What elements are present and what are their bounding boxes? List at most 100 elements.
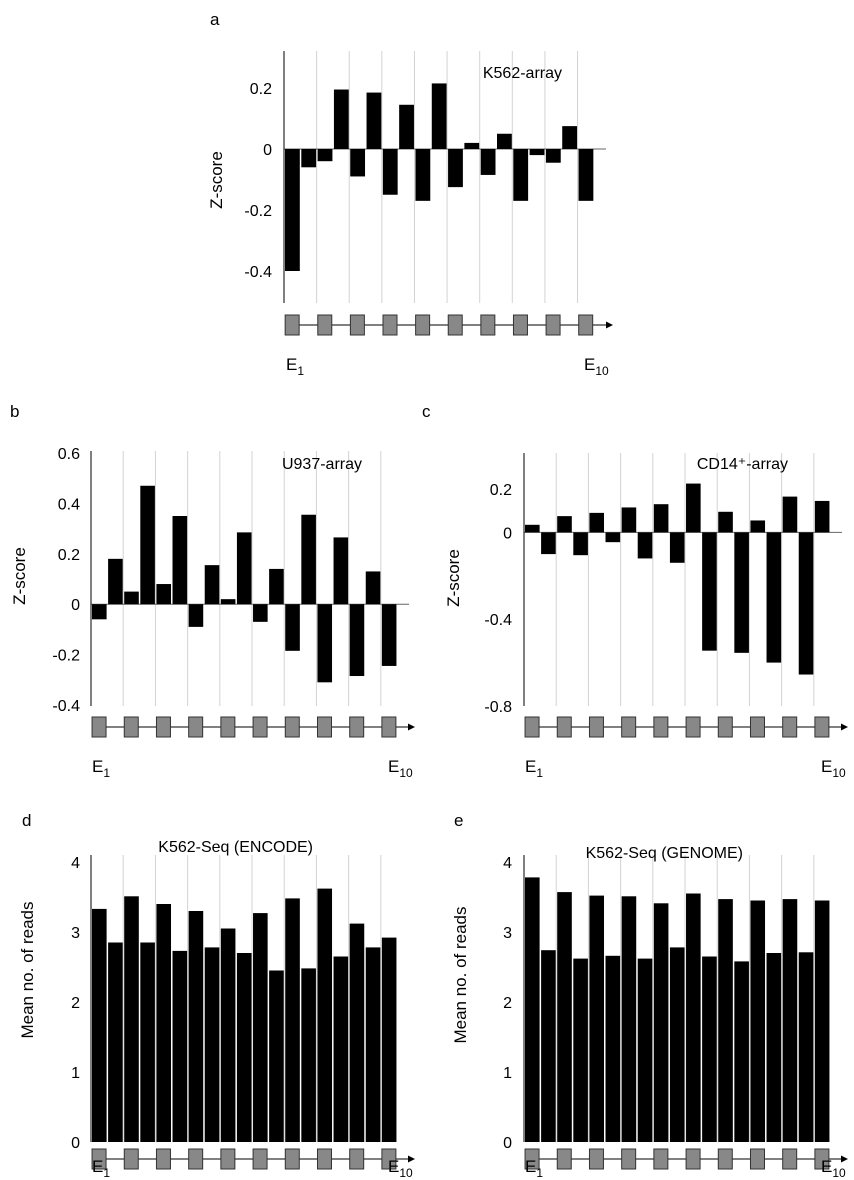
exon-box: [556, 716, 572, 738]
exon-box: [556, 1148, 572, 1170]
exon-start-label: E1: [525, 1157, 543, 1180]
exon-box: [717, 1148, 733, 1170]
exon-end-letter: E: [584, 355, 595, 374]
exon-start-label: E1: [286, 355, 304, 378]
exon-box: [447, 314, 463, 336]
bar: [814, 500, 830, 533]
bar: [480, 149, 496, 175]
exon-start-letter: E: [92, 1157, 103, 1176]
exon-box: [155, 1148, 171, 1170]
exon-end-label: E10: [584, 355, 609, 378]
chart-title: CD14⁺-array: [697, 456, 788, 473]
arrowhead-icon: [841, 723, 848, 731]
exon-end-letter: E: [821, 757, 832, 776]
bar: [350, 149, 366, 177]
bar: [108, 558, 123, 605]
bar: [750, 520, 766, 533]
exon-box: [653, 716, 669, 738]
y-tick-label: 3: [71, 925, 80, 942]
bar: [637, 532, 653, 559]
chart-title: K562-Seq (ENCODE): [158, 839, 313, 856]
panel-letter: c: [422, 402, 431, 421]
bar: [578, 149, 594, 201]
exon-start-letter: E: [92, 757, 103, 776]
exon-start-subscript: 1: [536, 1166, 543, 1180]
bar: [172, 516, 188, 605]
exon-box: [653, 1148, 669, 1170]
bar: [557, 516, 572, 533]
bar: [333, 956, 349, 1142]
y-tick-label: 0: [263, 142, 272, 159]
exon-track: E1 E10: [91, 716, 415, 780]
exon-box: [123, 1148, 139, 1170]
arrowhead-icon: [408, 1155, 415, 1163]
bar: [464, 142, 480, 149]
bar: [172, 950, 188, 1142]
exon-end-label: E10: [821, 757, 846, 780]
y-tick-label: 0: [71, 1135, 80, 1152]
bar: [814, 900, 830, 1142]
bar: [301, 149, 317, 168]
bar: [513, 149, 529, 201]
bar: [702, 532, 717, 651]
y-axis-label: Mean no. of reads: [18, 901, 37, 1038]
bar: [204, 565, 220, 605]
bar: [653, 903, 669, 1142]
exon-box: [317, 314, 333, 336]
y-tick-label: 3: [503, 925, 512, 942]
exon-box: [252, 716, 268, 738]
y-tick-label: 0: [71, 597, 80, 614]
exon-box: [91, 1148, 107, 1170]
exon-box: [621, 716, 637, 738]
exon-start-subscript: 1: [536, 766, 543, 780]
y-tick-label: 0.6: [58, 446, 80, 463]
exon-box: [316, 1148, 332, 1170]
exon-box: [188, 716, 204, 738]
panel-letter: b: [10, 402, 19, 421]
exon-start-label: E1: [525, 757, 543, 780]
exon-start-subscript: 1: [103, 766, 110, 780]
bar: [653, 504, 669, 533]
bar: [734, 532, 749, 653]
exon-end-subscript: 10: [595, 364, 609, 378]
exon-start-subscript: 1: [297, 364, 304, 378]
exon-start-letter: E: [286, 355, 297, 374]
exon-start-subscript: 1: [103, 1166, 110, 1180]
y-tick-label: 2: [503, 995, 512, 1012]
exon-box: [814, 716, 830, 738]
bar: [605, 955, 621, 1142]
bar: [686, 893, 701, 1142]
exon-box: [188, 1148, 204, 1170]
exon-box: [316, 716, 332, 738]
exon-box: [381, 716, 397, 738]
exon-box: [123, 716, 139, 738]
bar: [269, 568, 284, 605]
exon-box: [284, 1148, 300, 1170]
exon-box: [524, 1148, 540, 1170]
exon-box: [382, 314, 398, 336]
bar: [220, 599, 236, 605]
exon-track: E1 E10: [524, 716, 848, 780]
bar: [415, 149, 431, 201]
bar: [108, 942, 123, 1142]
bar: [333, 537, 349, 605]
exon-box: [415, 314, 431, 336]
bar: [750, 900, 766, 1142]
bar: [236, 532, 252, 605]
bar: [188, 604, 204, 627]
panel-e: e 0 1 2 3 4 K562-Seq (GENOME) Mean no. of reads…: [451, 811, 848, 1180]
bar: [782, 899, 798, 1142]
exon-box: [349, 716, 365, 738]
bar: [269, 970, 284, 1142]
bar: [236, 953, 252, 1142]
bar: [782, 496, 798, 533]
exon-start-letter: E: [525, 757, 536, 776]
bar: [92, 908, 107, 1142]
bar: [589, 512, 605, 533]
panel-letter: e: [454, 811, 463, 830]
bar: [381, 604, 397, 666]
bar: [718, 899, 733, 1142]
